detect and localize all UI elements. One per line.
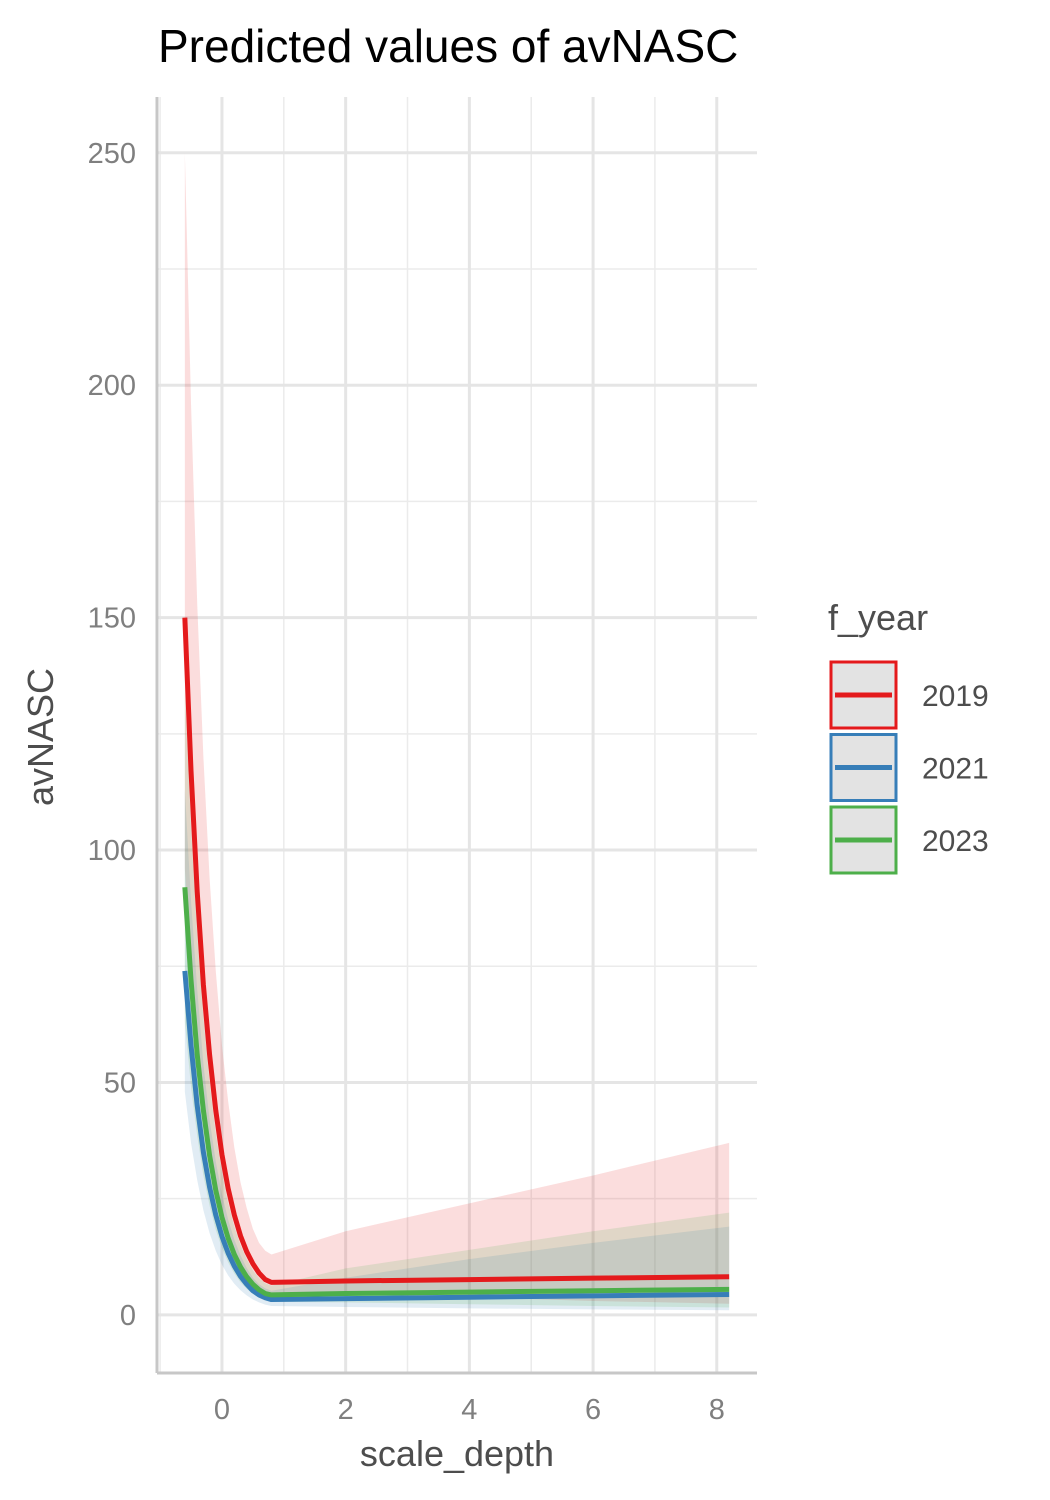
y-tick-label: 0: [120, 1300, 136, 1332]
series-lines: [182, 617, 730, 1303]
x-tick-label: 2: [338, 1394, 354, 1426]
y-tick-label: 100: [88, 835, 136, 867]
axes: [155, 97, 757, 1375]
x-tick-label: 8: [709, 1394, 725, 1426]
y-tick-label: 250: [88, 138, 136, 170]
x-tick-labels: 0 2 4 6 8: [214, 1394, 725, 1426]
legend: 2019 2021 2023: [829, 660, 989, 875]
legend-title: f_year: [828, 597, 928, 638]
legend-item-2023: 2023: [829, 805, 989, 875]
x-tick-label: 6: [585, 1394, 601, 1426]
x-axis-title: scale_depth: [360, 1433, 554, 1474]
minor-gridlines: [157, 97, 757, 1373]
x-tick-label: 4: [461, 1394, 477, 1426]
ribbon-2019: [184, 152, 730, 1304]
legend-item-2019: 2019: [829, 660, 989, 730]
y-tick-label: 150: [88, 603, 136, 635]
chart-title: Predicted values of avNASC: [158, 20, 738, 72]
confidence-ribbons: [184, 152, 730, 1311]
y-axis-title: avNASC: [20, 668, 61, 806]
line-2023: [182, 887, 730, 1298]
line-2019: [182, 617, 730, 1285]
y-tick-label: 50: [104, 1067, 136, 1099]
ribbon-2021: [184, 789, 730, 1311]
major-gridlines: [157, 97, 757, 1373]
y-tick-labels: 0 50 100 150 200 250: [88, 138, 136, 1332]
legend-label-2021: 2021: [922, 753, 989, 786]
legend-label-2023: 2023: [922, 825, 989, 858]
x-tick-label: 0: [214, 1394, 230, 1426]
legend-label-2019: 2019: [922, 680, 989, 713]
line-2021: [182, 970, 730, 1303]
legend-item-2021: 2021: [829, 733, 989, 802]
y-tick-label: 200: [88, 370, 136, 402]
ribbon-2023: [184, 692, 730, 1308]
